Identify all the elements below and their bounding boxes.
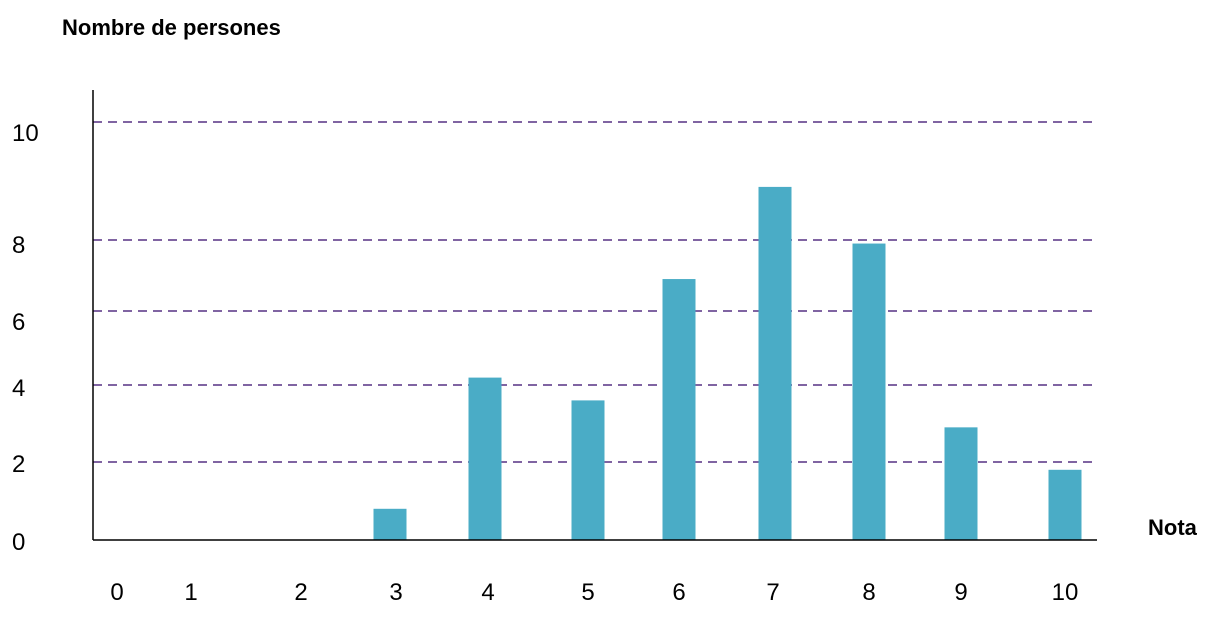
axes <box>92 90 1097 541</box>
x-tick-label-9: 9 <box>954 579 967 606</box>
bar-6 <box>662 279 696 540</box>
y-tick-label-8: 8 <box>12 232 25 259</box>
x-tick-label-4: 4 <box>481 579 494 606</box>
x-tick-label-2: 2 <box>294 579 307 606</box>
y-tick-label-0: 0 <box>12 529 25 556</box>
x-tick-label-6: 6 <box>672 579 685 606</box>
bar-8 <box>852 243 886 541</box>
x-axis-title: Nota <box>1148 515 1198 540</box>
bar-7 <box>758 186 792 540</box>
bar-10 <box>1048 469 1082 540</box>
y-tick-label-6: 6 <box>12 309 25 336</box>
y-axis-title: Nombre de persones <box>62 15 281 40</box>
bar-9 <box>944 427 978 540</box>
bar-4 <box>468 377 502 540</box>
bars <box>373 186 1082 541</box>
y-tick-label-4: 4 <box>12 375 25 402</box>
x-tick-label-7: 7 <box>766 579 779 606</box>
y-tick-label-10: 10 <box>12 120 39 147</box>
x-tick-label-10: 10 <box>1052 579 1079 606</box>
x-tick-labels: 0 1 2 3 4 5 6 7 8 9 10 <box>110 579 1078 606</box>
bar-5 <box>571 400 605 540</box>
y-tick-label-2: 2 <box>12 451 25 478</box>
x-tick-label-8: 8 <box>862 579 875 606</box>
x-tick-label-1: 1 <box>184 579 197 606</box>
bar-3 <box>373 508 407 540</box>
x-tick-label-5: 5 <box>581 579 594 606</box>
x-tick-label-3: 3 <box>389 579 402 606</box>
y-tick-labels: 0 2 4 6 8 10 <box>12 120 39 556</box>
x-tick-label-0: 0 <box>110 579 123 606</box>
